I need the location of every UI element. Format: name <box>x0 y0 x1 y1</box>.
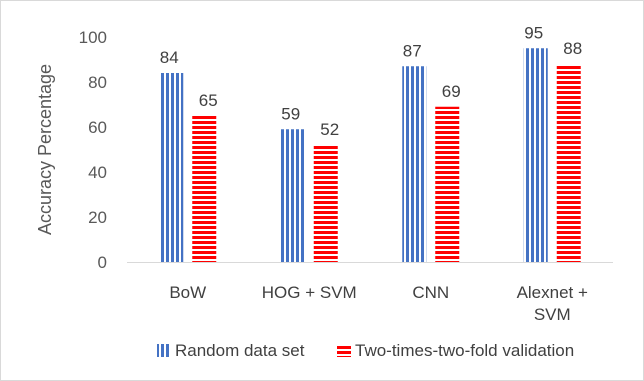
data-labels: 84 65 59 52 87 69 95 88 <box>160 23 582 139</box>
bar-two-fold <box>313 145 338 262</box>
y-tick-label: 60 <box>88 118 107 137</box>
data-label: 84 <box>160 48 179 67</box>
bar-two-fold <box>435 106 460 262</box>
bar-random <box>402 66 427 262</box>
bars <box>159 48 581 262</box>
y-tick-label: 80 <box>88 73 107 92</box>
data-label: 87 <box>403 41 422 60</box>
bar-two-fold <box>556 64 581 262</box>
data-label: 59 <box>281 104 300 123</box>
y-tick-label: 0 <box>98 253 107 272</box>
x-tick-label: BoW <box>169 283 206 302</box>
legend-label-random: Random data set <box>175 341 305 360</box>
bar-random <box>523 48 548 262</box>
x-axis-labels: BoW HOG + SVM CNN Alexnet + SVM <box>169 283 588 324</box>
x-tick-label: CNN <box>412 283 449 302</box>
data-label: 69 <box>442 82 461 101</box>
y-tick-label: 20 <box>88 208 107 227</box>
legend-swatch-random <box>157 344 171 357</box>
y-tick-label: 100 <box>79 28 107 47</box>
data-label: 52 <box>320 120 339 139</box>
bar-two-fold <box>192 115 217 262</box>
legend: Random data set Two-times-two-fold valid… <box>157 341 574 360</box>
legend-label-two-fold: Two-times-two-fold validation <box>355 341 574 360</box>
data-label: 95 <box>524 23 543 42</box>
x-tick-label: Alexnet + SVM <box>517 283 588 324</box>
bar-random <box>280 129 305 262</box>
y-axis-title: Accuracy Percentage <box>35 64 55 235</box>
data-label: 65 <box>199 91 218 110</box>
data-label: 88 <box>563 39 582 58</box>
y-tick-label: 40 <box>88 163 107 182</box>
x-tick-label: HOG + SVM <box>262 283 357 302</box>
legend-swatch-two-fold <box>337 344 351 357</box>
bar-random <box>159 73 184 262</box>
y-axis-ticks: 0 20 40 60 80 100 <box>79 28 107 272</box>
